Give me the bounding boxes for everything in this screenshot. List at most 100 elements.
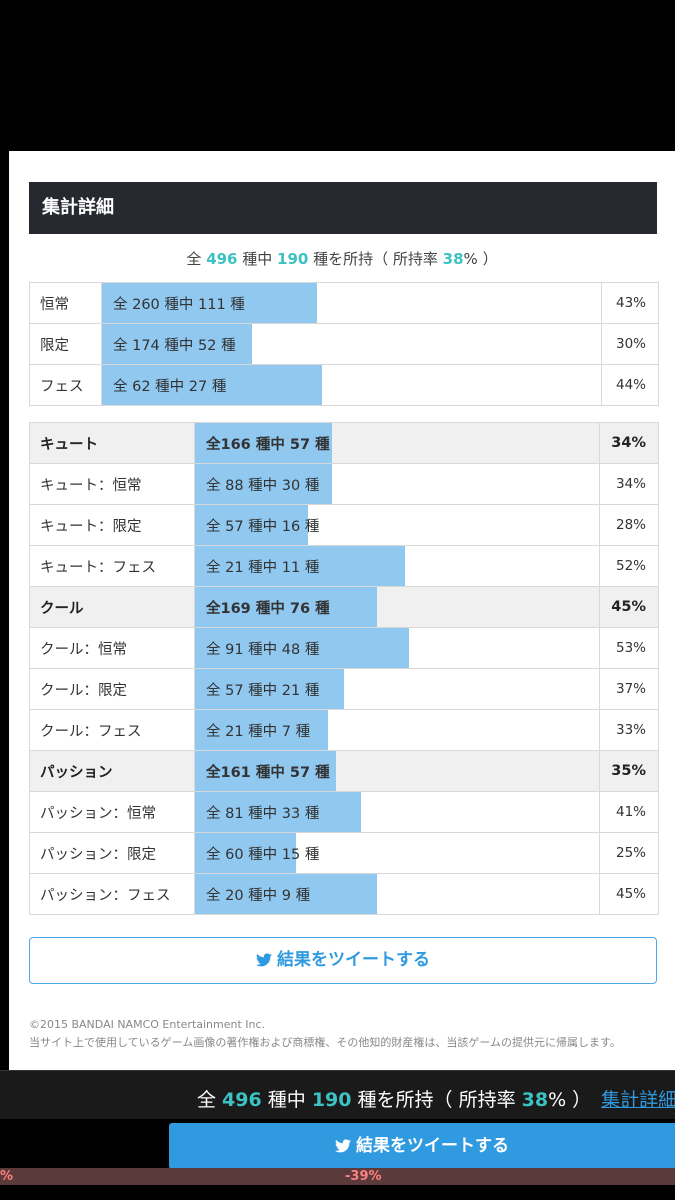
row-label: パッション：フェス [29, 873, 195, 915]
progress-text: 全 57 種中 16 種 [206, 518, 320, 535]
progress-cell: 全 60 種中 15 種 [194, 832, 600, 874]
percentage: 34% [599, 422, 659, 464]
progress-cell: 全 57 種中 16 種 [194, 504, 600, 546]
progress-text: 全169 種中 76 種 [206, 600, 330, 617]
row-label: キュート：恒常 [29, 463, 195, 505]
rarity-table: 恒常全 260 種中 111 種 43% 限定全 174 種中 52 種 30% フェス… [29, 282, 659, 406]
row-label: パッション [29, 750, 195, 792]
progress-cell: 全 21 種中 7 種 [194, 709, 600, 751]
table-row: パッション：フェス全 20 種中 9 種 45% [29, 873, 659, 915]
bottom-summary-text: % ） [548, 1089, 592, 1111]
progress-text: 全 57 種中 21 種 [206, 682, 320, 699]
strip-text-left: % [0, 1169, 14, 1184]
progress-text: 全 60 種中 15 種 [206, 846, 320, 863]
row-label: クール：恒常 [29, 627, 195, 669]
progress-cell: 全 21 種中 11 種 [194, 545, 600, 587]
progress-text: 全 88 種中 30 種 [206, 477, 320, 494]
progress-bar-fill [195, 751, 337, 791]
row-label: クール：フェス [29, 709, 195, 751]
progress-cell: 全 57 種中 21 種 [194, 668, 600, 710]
row-label: 恒常 [29, 282, 102, 324]
summary-text: 種を所持（ 所持率 [308, 250, 443, 268]
percentage: 45% [599, 873, 659, 915]
percentage: 43% [601, 282, 659, 324]
progress-text: 全 21 種中 7 種 [206, 723, 311, 740]
percentage: 37% [599, 668, 659, 710]
bottom-tweet-button[interactable]: 結果をツイートする [169, 1123, 675, 1169]
table-row: キュート：フェス全 21 種中 11 種 52% [29, 545, 659, 587]
copyright-line: ©2015 BANDAI NAMCO Entertainment Inc. [29, 1018, 266, 1031]
progress-bar-fill [102, 365, 322, 405]
row-label: 限定 [29, 323, 102, 365]
row-label: クール [29, 586, 195, 628]
tweet-result-button[interactable]: 結果をツイートする [29, 937, 657, 984]
percentage: 25% [599, 832, 659, 874]
percentage: 44% [601, 364, 659, 406]
row-label: パッション：恒常 [29, 791, 195, 833]
bottom-tweet-label: 結果をツイートする [356, 1136, 509, 1156]
progress-bar-fill [195, 874, 377, 914]
progress-bar-fill [195, 628, 410, 668]
progress-bar-fill [195, 833, 296, 873]
progress-cell: 全 20 種中 9 種 [194, 873, 600, 915]
progress-bar-fill [195, 710, 329, 750]
strip-text-discount: -39% [345, 1169, 382, 1184]
table-row: パッション：限定全 60 種中 15 種 25% [29, 832, 659, 874]
summary-total: 496 [206, 250, 238, 268]
progress-text: 全 81 種中 33 種 [206, 805, 320, 822]
progress-bar-fill [195, 505, 309, 545]
progress-cell: 全 62 種中 27 種 [101, 364, 602, 406]
panel-title: 集計詳細 [29, 182, 657, 234]
background-content-strip: % -39% [0, 1168, 675, 1185]
stats-panel: 集計詳細 全 496 種中 190 種を所持（ 所持率 38% ） 恒常全 26… [9, 151, 675, 1070]
percentage: 33% [599, 709, 659, 751]
summary-text: 全 [186, 250, 207, 268]
detail-link[interactable]: 集計詳細 [601, 1089, 675, 1111]
percentage: 34% [599, 463, 659, 505]
progress-cell: 全161 種中 57 種 [194, 750, 600, 792]
row-label: パッション：限定 [29, 832, 195, 874]
progress-text: 全 174 種中 52 種 [113, 337, 236, 354]
progress-bar-fill [195, 587, 377, 627]
table-row: クール：恒常全 91 種中 48 種 53% [29, 627, 659, 669]
progress-text: 全 260 種中 111 種 [113, 296, 245, 313]
table-row: パッション 全161 種中 57 種 35% [29, 750, 659, 792]
progress-text: 全161 種中 57 種 [206, 764, 330, 781]
progress-cell: 全 88 種中 30 種 [194, 463, 600, 505]
progress-cell: 全 260 種中 111 種 [101, 282, 602, 324]
tweet-result-label: 結果をツイートする [277, 950, 430, 970]
progress-text: 全 62 種中 27 種 [113, 378, 227, 395]
bottom-summary-text: 全 [197, 1089, 223, 1111]
summary-rate: 38 [442, 250, 464, 268]
bottom-owned: 190 [311, 1089, 352, 1111]
bottom-summary-text: 種を所持（ 所持率 [351, 1089, 522, 1111]
progress-cell: 全 81 種中 33 種 [194, 791, 600, 833]
progress-text: 全 20 種中 9 種 [206, 887, 311, 904]
progress-bar-fill [195, 792, 361, 832]
table-row: 恒常全 260 種中 111 種 43% [29, 282, 659, 324]
progress-text: 全166 種中 57 種 [206, 436, 330, 453]
progress-bar-fill [102, 324, 252, 364]
table-row: パッション：恒常全 81 種中 33 種 41% [29, 791, 659, 833]
summary-text: % ） [463, 250, 498, 268]
bottom-bar [0, 1070, 675, 1119]
table-row: キュート：恒常全 88 種中 30 種 34% [29, 463, 659, 505]
summary-text: 種中 [237, 250, 278, 268]
progress-cell: 全169 種中 76 種 [194, 586, 600, 628]
progress-bar-fill [195, 546, 406, 586]
table-row: クール 全169 種中 76 種 45% [29, 586, 659, 628]
progress-text: 全 21 種中 11 種 [206, 559, 320, 576]
twitter-bird-icon [256, 940, 272, 984]
progress-cell: 全166 種中 57 種 [194, 422, 600, 464]
table-row: フェス全 62 種中 27 種 44% [29, 364, 659, 406]
progress-cell: 全 91 種中 48 種 [194, 627, 600, 669]
table-row: キュート 全166 種中 57 種 34% [29, 422, 659, 464]
percentage: 53% [599, 627, 659, 669]
percentage: 41% [599, 791, 659, 833]
progress-bar-fill [195, 464, 333, 504]
percentage: 52% [599, 545, 659, 587]
progress-text: 全 91 種中 48 種 [206, 641, 320, 658]
percentage: 45% [599, 586, 659, 628]
twitter-bird-icon [335, 1125, 351, 1171]
table-row: キュート：限定全 57 種中 16 種 28% [29, 504, 659, 546]
